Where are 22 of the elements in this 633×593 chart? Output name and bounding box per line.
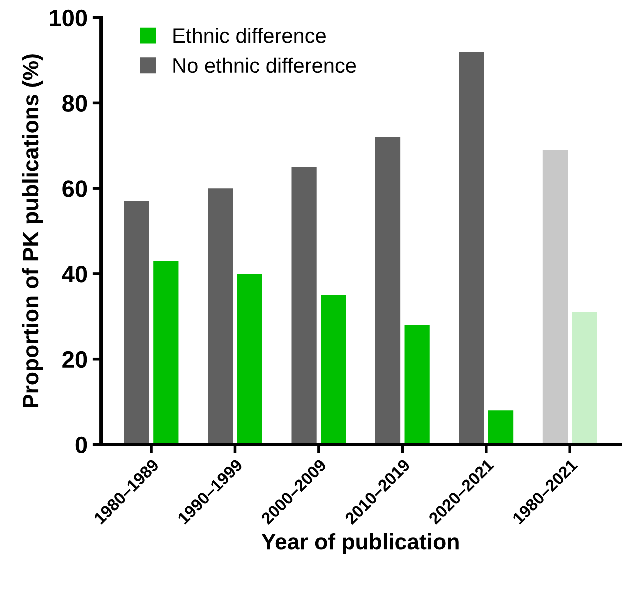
y-tick-label: 0 xyxy=(76,436,88,454)
bar xyxy=(292,167,317,445)
bar xyxy=(572,312,598,445)
bar xyxy=(321,295,346,445)
y-tick-label: 20 xyxy=(62,351,88,368)
y-tick-label: 100 xyxy=(50,10,88,27)
bar xyxy=(237,274,262,445)
y-tick-label: 60 xyxy=(62,180,88,198)
legend-label: No ethnic difference xyxy=(174,58,356,74)
y-axis-title: Proportion of PK publications (%) xyxy=(22,54,44,408)
bar xyxy=(375,137,401,445)
x-axis-title: Year of publication xyxy=(262,533,459,554)
bar xyxy=(154,261,179,445)
legend-label: Ethnic difference xyxy=(174,28,326,44)
bar xyxy=(404,325,430,445)
bar xyxy=(542,150,568,445)
y-tick-label: 40 xyxy=(62,266,88,283)
bar xyxy=(488,410,514,445)
bar xyxy=(124,201,150,445)
y-tick-label: 80 xyxy=(62,95,88,112)
bar xyxy=(208,188,234,445)
bar xyxy=(459,52,484,445)
